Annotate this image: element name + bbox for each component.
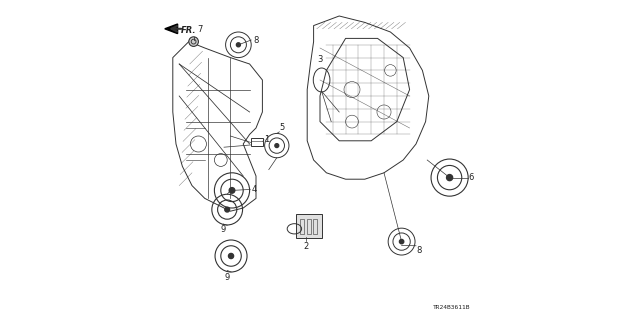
Text: 3: 3 xyxy=(317,55,323,64)
Text: 5: 5 xyxy=(280,123,285,132)
Text: 7: 7 xyxy=(197,25,202,34)
Polygon shape xyxy=(165,24,178,34)
Text: 8: 8 xyxy=(416,246,421,255)
Circle shape xyxy=(229,188,235,193)
Text: 8: 8 xyxy=(253,36,259,44)
Text: 1: 1 xyxy=(264,135,269,144)
Text: TR24B3611B: TR24B3611B xyxy=(433,305,470,310)
Circle shape xyxy=(236,43,241,47)
Text: 6: 6 xyxy=(468,173,474,182)
Text: 9: 9 xyxy=(221,225,226,234)
Text: 2: 2 xyxy=(303,242,308,251)
Circle shape xyxy=(225,207,230,212)
Circle shape xyxy=(228,253,234,259)
FancyBboxPatch shape xyxy=(296,214,322,238)
Text: 9: 9 xyxy=(225,273,230,282)
Circle shape xyxy=(447,175,452,180)
Circle shape xyxy=(275,144,279,148)
Text: FR.: FR. xyxy=(181,26,196,35)
Circle shape xyxy=(189,37,198,46)
Circle shape xyxy=(399,239,404,244)
Text: 4: 4 xyxy=(251,185,257,194)
